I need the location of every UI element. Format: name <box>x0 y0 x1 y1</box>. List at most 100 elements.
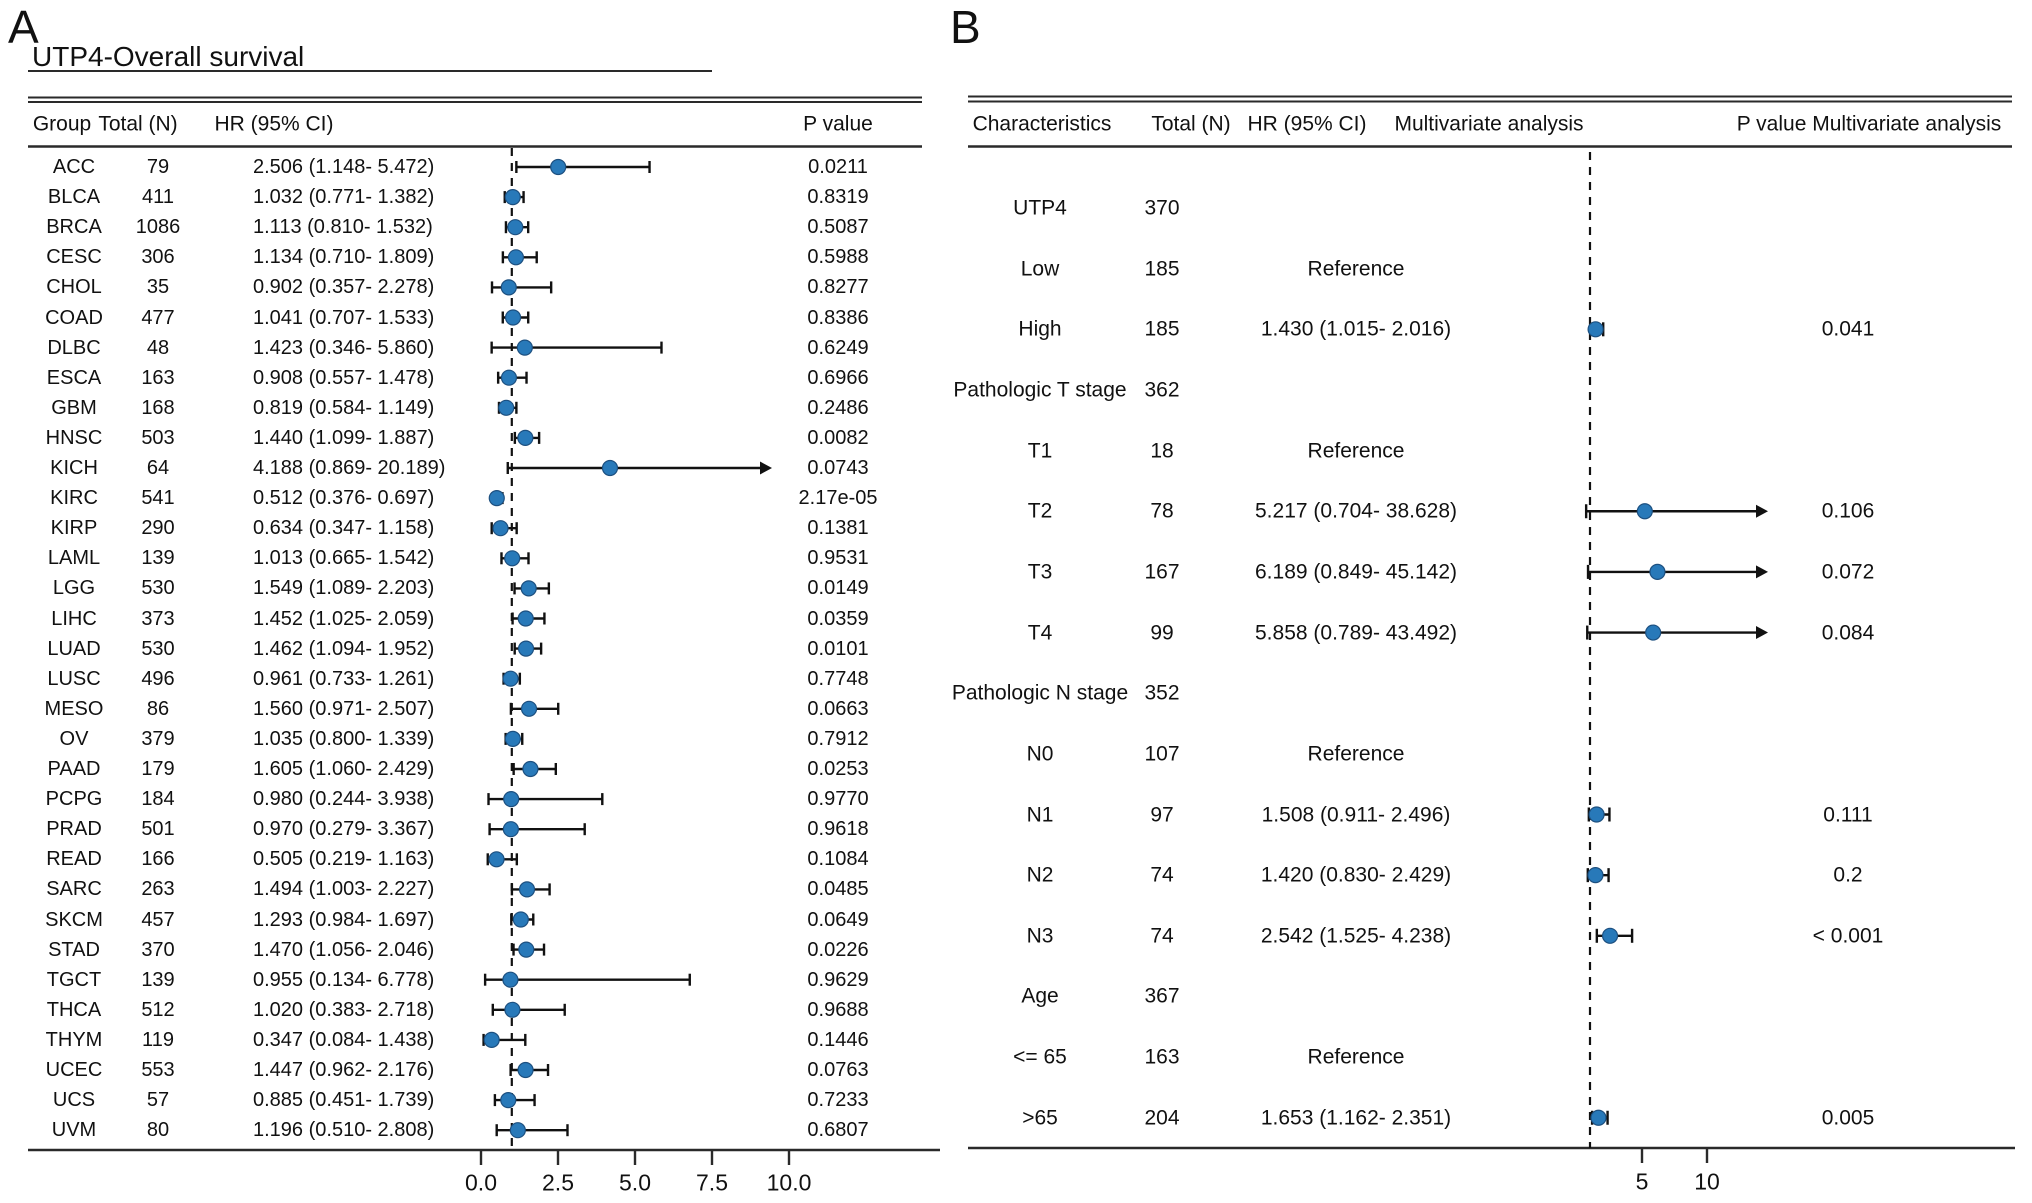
hr-point <box>517 429 534 446</box>
total-value: 290 <box>141 517 175 540</box>
hr-ci-value: 1.549 (1.089- 2.203) <box>253 577 435 600</box>
total-value: 379 <box>141 727 175 750</box>
hr-point <box>518 881 536 898</box>
hr-point <box>502 971 519 988</box>
total-value: 185 <box>1144 257 1180 281</box>
total-value: 411 <box>142 186 174 209</box>
group-label: PAAD <box>47 758 101 780</box>
reference-label: Reference <box>1307 257 1405 281</box>
col-header-p-value: P value <box>803 112 873 136</box>
total-value: 18 <box>1150 439 1174 463</box>
total-value: 457 <box>141 908 175 931</box>
p-value: 0.9629 <box>807 968 869 991</box>
p-value: 0.084 <box>1821 621 1875 645</box>
total-value: 477 <box>141 306 175 329</box>
hr-ci-value: 1.470 (1.056- 2.046) <box>253 938 435 961</box>
total-value: 35 <box>146 276 170 299</box>
p-value: 0.0649 <box>807 908 869 931</box>
ci-arrow-right <box>1756 504 1768 518</box>
characteristic-label: T3 <box>1027 560 1053 584</box>
p-value: 0.6966 <box>807 366 869 389</box>
group-label: SARC <box>46 878 102 901</box>
hr-point <box>1645 624 1662 641</box>
axis-tick-label: 2.5 <box>542 1169 574 1196</box>
hr-point <box>601 459 619 477</box>
p-value: 0.9688 <box>807 998 869 1021</box>
p-value: 0.6249 <box>807 336 869 359</box>
group-label: KIRP <box>50 517 98 540</box>
group-label: OV <box>59 727 89 750</box>
hr-ci-value: 5.217 (0.704- 38.628) <box>1255 499 1457 523</box>
col-header-multivariate: Multivariate analysis <box>1394 112 1584 136</box>
characteristic-label: T1 <box>1027 439 1053 463</box>
hr-ci-value: 1.420 (0.830- 2.429) <box>1260 863 1452 887</box>
group-label: ESCA <box>46 366 102 389</box>
group-label: LGG <box>52 577 96 600</box>
hr-point <box>1601 927 1619 944</box>
hr-ci-value: 0.512 (0.376- 0.697) <box>253 487 435 510</box>
col-header-characteristics: Characteristics <box>972 112 1112 136</box>
hr-ci-value: 6.189 (0.849- 45.142) <box>1255 560 1457 584</box>
total-value: 370 <box>141 938 175 961</box>
hr-ci-value: 5.858 (0.789- 43.492) <box>1255 621 1457 645</box>
hr-point <box>504 730 521 748</box>
group-label: READ <box>46 848 102 871</box>
total-value: 185 <box>1144 317 1180 341</box>
p-value: 0.0485 <box>807 878 869 901</box>
group-label: UVM <box>51 1119 97 1142</box>
characteristic-label: Pathologic N stage <box>951 681 1129 705</box>
hr-point <box>504 189 521 206</box>
hr-ci-value: 1.013 (0.665- 1.542) <box>253 547 435 570</box>
total-value: 370 <box>1144 196 1180 220</box>
total-value: 167 <box>1144 560 1180 584</box>
hr-point <box>500 369 518 386</box>
characteristic-label: N0 <box>1026 742 1054 766</box>
hr-point <box>1588 806 1605 823</box>
p-value: 0.2486 <box>807 396 869 419</box>
p-value: 0.0226 <box>807 938 869 961</box>
total-value: 553 <box>141 1059 175 1081</box>
hr-ci-value: 1.035 (0.800- 1.339) <box>253 727 435 750</box>
total-value: 163 <box>141 366 175 389</box>
group-label: CESC <box>46 246 102 269</box>
characteristic-label: High <box>1018 317 1062 341</box>
hr-ci-value: 4.188 (0.869- 20.189) <box>253 457 446 479</box>
group-label: LUAD <box>47 637 101 660</box>
group-label: STAD <box>48 938 100 961</box>
p-value: 0.5087 <box>807 216 869 239</box>
total-value: 263 <box>141 878 175 901</box>
total-value: 79 <box>146 156 170 178</box>
p-value: 0.7748 <box>807 667 869 690</box>
total-value: 97 <box>1150 803 1174 826</box>
hr-point <box>517 1061 534 1079</box>
total-value: 107 <box>1144 742 1180 766</box>
total-value: 373 <box>141 607 175 630</box>
hr-ci-value: 2.506 (1.148- 5.472) <box>253 156 435 178</box>
total-value: 99 <box>1150 621 1174 645</box>
p-value: 0.0149 <box>807 577 869 600</box>
total-value: 530 <box>141 577 175 600</box>
total-value: 352 <box>1144 681 1180 705</box>
group-label: BLCA <box>47 186 101 209</box>
p-value: 0.0359 <box>807 607 869 630</box>
hr-ci-value: 0.505 (0.219- 1.163) <box>253 848 435 871</box>
axis-tick-label: 5.0 <box>619 1169 651 1196</box>
p-value: 0.8277 <box>807 276 869 299</box>
hr-ci-value: 1.113 (0.810- 1.532) <box>253 216 433 239</box>
hr-ci-value: 1.462 (1.094- 1.952) <box>253 637 435 660</box>
hr-point <box>503 790 520 808</box>
hr-ci-value: 1.196 (0.510- 2.808) <box>253 1119 435 1142</box>
total-value: 64 <box>146 457 170 479</box>
total-value: 184 <box>141 788 175 811</box>
p-value: 0.106 <box>1821 499 1875 523</box>
group-label: THCA <box>46 998 102 1021</box>
hr-ci-value: 1.452 (1.025- 2.059) <box>253 607 435 630</box>
ci-arrow-right <box>1756 626 1768 640</box>
total-value: 80 <box>146 1119 170 1142</box>
characteristic-label: Pathologic T stage <box>953 378 1127 402</box>
hr-point <box>1590 1109 1607 1126</box>
col-header-group: Group <box>32 112 92 136</box>
p-value: 0.7233 <box>807 1089 869 1112</box>
p-value: 0.0663 <box>807 697 869 720</box>
p-value: 0.005 <box>1821 1106 1875 1130</box>
